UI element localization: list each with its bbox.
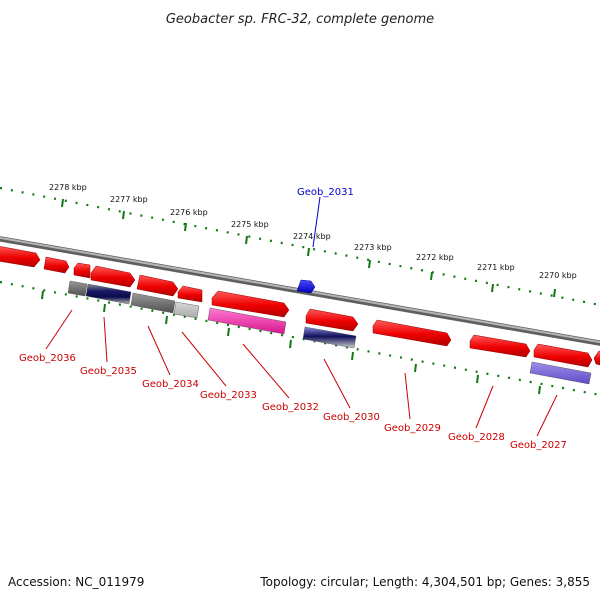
scale-label-2271: 2271 kbp (477, 263, 515, 272)
leader-line (536, 394, 558, 437)
gene-label-geob-2028: Geob_2028 (448, 432, 505, 443)
scale-label-2272: 2272 kbp (416, 253, 454, 262)
map-title: Geobacter sp. FRC-32, complete genome (166, 12, 434, 27)
leader-line (103, 316, 108, 363)
gene-arrow (305, 308, 359, 332)
gene-arrow (469, 334, 531, 358)
scale-label-2278: 2278 kbp (49, 183, 87, 192)
scale-label-2270: 2270 kbp (539, 271, 577, 280)
gene-label-geob-2033: Geob_2033 (200, 390, 257, 401)
gene-label-geob-2034: Geob_2034 (142, 379, 199, 390)
gene-geob-2031-arrow (296, 279, 316, 294)
leader-line (181, 331, 227, 387)
gene-box (207, 307, 287, 335)
gene-arrow (177, 285, 203, 303)
scale-label-2276: 2276 kbp (170, 208, 208, 217)
leader-line (404, 372, 411, 420)
leader-line (312, 196, 321, 248)
scale-label-2275: 2275 kbp (231, 220, 269, 229)
gene-arrow (43, 256, 70, 274)
gene-arrow (533, 343, 593, 368)
gene-box (529, 361, 592, 385)
leader-line (475, 385, 494, 429)
reverse-strand-genes (67, 280, 592, 385)
gene-label-geob-2027: Geob_2027 (510, 440, 567, 451)
scale-label-2277: 2277 kbp (110, 195, 148, 204)
gene-label-geob-2035: Geob_2035 (80, 366, 137, 377)
gene-box (302, 326, 357, 349)
leader-line (323, 358, 351, 409)
gene-label-geob-2032: Geob_2032 (262, 402, 319, 413)
gene-arrow (211, 290, 290, 318)
genome-summary-text: Topology: circular; Length: 4,304,501 bp… (259, 575, 590, 589)
gene-box (130, 292, 176, 314)
leader-lines (45, 196, 558, 437)
leader-line (147, 325, 171, 376)
upper-scale-ticks (61, 198, 556, 298)
forward-strand-genes (0, 246, 600, 368)
gene-arrow (90, 265, 136, 288)
gene-box (85, 283, 132, 305)
gene-arrow (73, 262, 91, 279)
gene-label-geob-2036: Geob_2036 (19, 353, 76, 364)
leader-line (242, 343, 290, 399)
gene-label-geob-2029: Geob_2029 (384, 423, 441, 434)
gene-arrow (136, 274, 179, 297)
accession-text: Accession: NC_011979 (8, 575, 144, 589)
gene-arrow (0, 246, 41, 268)
gene-label-geob-2031: Geob_2031 (297, 187, 354, 198)
gene-labels: Geob_2031 Geob_2036 Geob_2035 Geob_2034 … (19, 187, 567, 451)
gene-label-geob-2030: Geob_2030 (323, 412, 380, 423)
scale-label-2273: 2273 kbp (354, 243, 392, 252)
lower-scale-ticks (41, 290, 541, 395)
gene-arrow (593, 350, 600, 366)
scale-labels: 2278 kbp 2277 kbp 2276 kbp 2275 kbp 2274… (49, 183, 577, 280)
gene-box (173, 301, 200, 319)
leader-line (45, 309, 73, 350)
gene-box (67, 280, 88, 297)
gene-arrow (372, 319, 452, 347)
scale-label-2274: 2274 kbp (293, 232, 331, 241)
lower-scale-dots (0, 280, 600, 397)
